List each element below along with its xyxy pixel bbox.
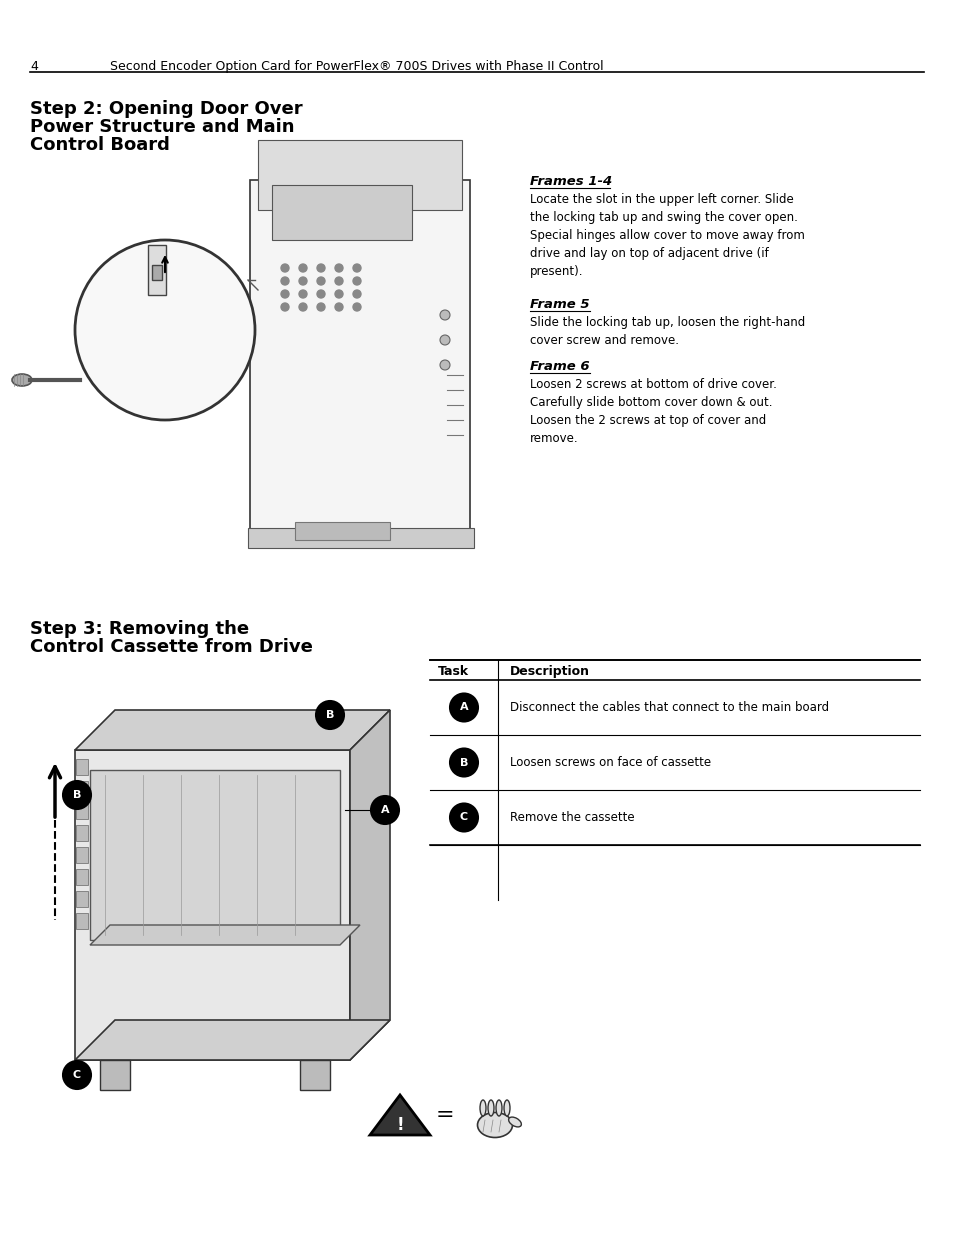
Circle shape <box>316 277 325 285</box>
Polygon shape <box>350 710 390 1060</box>
Circle shape <box>281 303 289 311</box>
FancyBboxPatch shape <box>248 529 474 548</box>
FancyBboxPatch shape <box>250 180 470 540</box>
Ellipse shape <box>503 1100 510 1116</box>
FancyBboxPatch shape <box>257 140 461 210</box>
Polygon shape <box>75 1020 390 1060</box>
Ellipse shape <box>477 1113 512 1137</box>
Circle shape <box>353 303 360 311</box>
Circle shape <box>353 264 360 272</box>
Text: Frame 6: Frame 6 <box>530 359 589 373</box>
Circle shape <box>316 264 325 272</box>
Text: C: C <box>72 1070 81 1079</box>
Circle shape <box>450 804 477 831</box>
Text: Control Board: Control Board <box>30 136 170 154</box>
Polygon shape <box>90 925 359 945</box>
Circle shape <box>335 290 343 298</box>
Text: C: C <box>459 813 468 823</box>
Polygon shape <box>75 710 390 750</box>
FancyBboxPatch shape <box>272 185 412 240</box>
Text: !: ! <box>395 1116 403 1134</box>
FancyBboxPatch shape <box>76 803 88 819</box>
FancyBboxPatch shape <box>76 913 88 929</box>
Circle shape <box>298 303 307 311</box>
FancyBboxPatch shape <box>76 847 88 863</box>
Text: Step 3: Removing the: Step 3: Removing the <box>30 620 249 638</box>
Text: Description: Description <box>510 664 589 678</box>
Ellipse shape <box>12 374 32 387</box>
Circle shape <box>316 303 325 311</box>
Circle shape <box>439 335 450 345</box>
Ellipse shape <box>488 1100 494 1116</box>
Circle shape <box>315 701 344 729</box>
Circle shape <box>335 277 343 285</box>
Text: A: A <box>459 703 468 713</box>
Circle shape <box>371 797 398 824</box>
Circle shape <box>63 1061 91 1089</box>
Circle shape <box>281 290 289 298</box>
FancyBboxPatch shape <box>100 1060 130 1091</box>
Ellipse shape <box>496 1100 501 1116</box>
FancyBboxPatch shape <box>294 522 390 540</box>
FancyBboxPatch shape <box>76 869 88 885</box>
Text: Disconnect the cables that connect to the main board: Disconnect the cables that connect to th… <box>510 701 828 714</box>
FancyBboxPatch shape <box>152 266 162 280</box>
FancyBboxPatch shape <box>76 825 88 841</box>
Text: Loosen 2 screws at bottom of drive cover.
Carefully slide bottom cover down & ou: Loosen 2 screws at bottom of drive cover… <box>530 378 776 445</box>
Ellipse shape <box>508 1118 521 1126</box>
Circle shape <box>281 277 289 285</box>
Text: Control Cassette from Drive: Control Cassette from Drive <box>30 638 313 656</box>
Circle shape <box>335 264 343 272</box>
Polygon shape <box>75 750 350 1060</box>
Text: Task: Task <box>437 664 469 678</box>
Text: Slide the locking tab up, loosen the right-hand
cover screw and remove.: Slide the locking tab up, loosen the rig… <box>530 316 804 347</box>
Text: A: A <box>380 805 389 815</box>
Polygon shape <box>370 1095 430 1135</box>
Text: Power Structure and Main: Power Structure and Main <box>30 119 294 136</box>
Ellipse shape <box>479 1100 485 1116</box>
Polygon shape <box>90 769 339 940</box>
Circle shape <box>353 290 360 298</box>
FancyBboxPatch shape <box>76 890 88 906</box>
Circle shape <box>75 240 254 420</box>
Circle shape <box>353 277 360 285</box>
Text: B: B <box>72 790 81 800</box>
Circle shape <box>335 303 343 311</box>
FancyBboxPatch shape <box>76 760 88 776</box>
Circle shape <box>450 694 477 721</box>
Text: Frames 1-4: Frames 1-4 <box>530 175 612 188</box>
Circle shape <box>298 277 307 285</box>
Circle shape <box>439 310 450 320</box>
Circle shape <box>450 748 477 777</box>
Text: 4: 4 <box>30 61 38 73</box>
Circle shape <box>439 359 450 370</box>
Text: B: B <box>326 710 334 720</box>
FancyBboxPatch shape <box>299 1060 330 1091</box>
Text: =: = <box>436 1105 454 1125</box>
Text: B: B <box>459 757 468 767</box>
Text: Remove the cassette: Remove the cassette <box>510 811 634 824</box>
Text: Step 2: Opening Door Over: Step 2: Opening Door Over <box>30 100 302 119</box>
Text: Frame 5: Frame 5 <box>530 298 589 311</box>
FancyBboxPatch shape <box>76 781 88 797</box>
Text: Second Encoder Option Card for PowerFlex® 700S Drives with Phase II Control: Second Encoder Option Card for PowerFlex… <box>110 61 603 73</box>
FancyBboxPatch shape <box>148 245 166 295</box>
Circle shape <box>298 264 307 272</box>
Circle shape <box>298 290 307 298</box>
Text: Loosen screws on face of cassette: Loosen screws on face of cassette <box>510 756 710 769</box>
Text: Locate the slot in the upper left corner. Slide
the locking tab up and swing the: Locate the slot in the upper left corner… <box>530 193 804 278</box>
Circle shape <box>316 290 325 298</box>
Circle shape <box>63 781 91 809</box>
Circle shape <box>281 264 289 272</box>
